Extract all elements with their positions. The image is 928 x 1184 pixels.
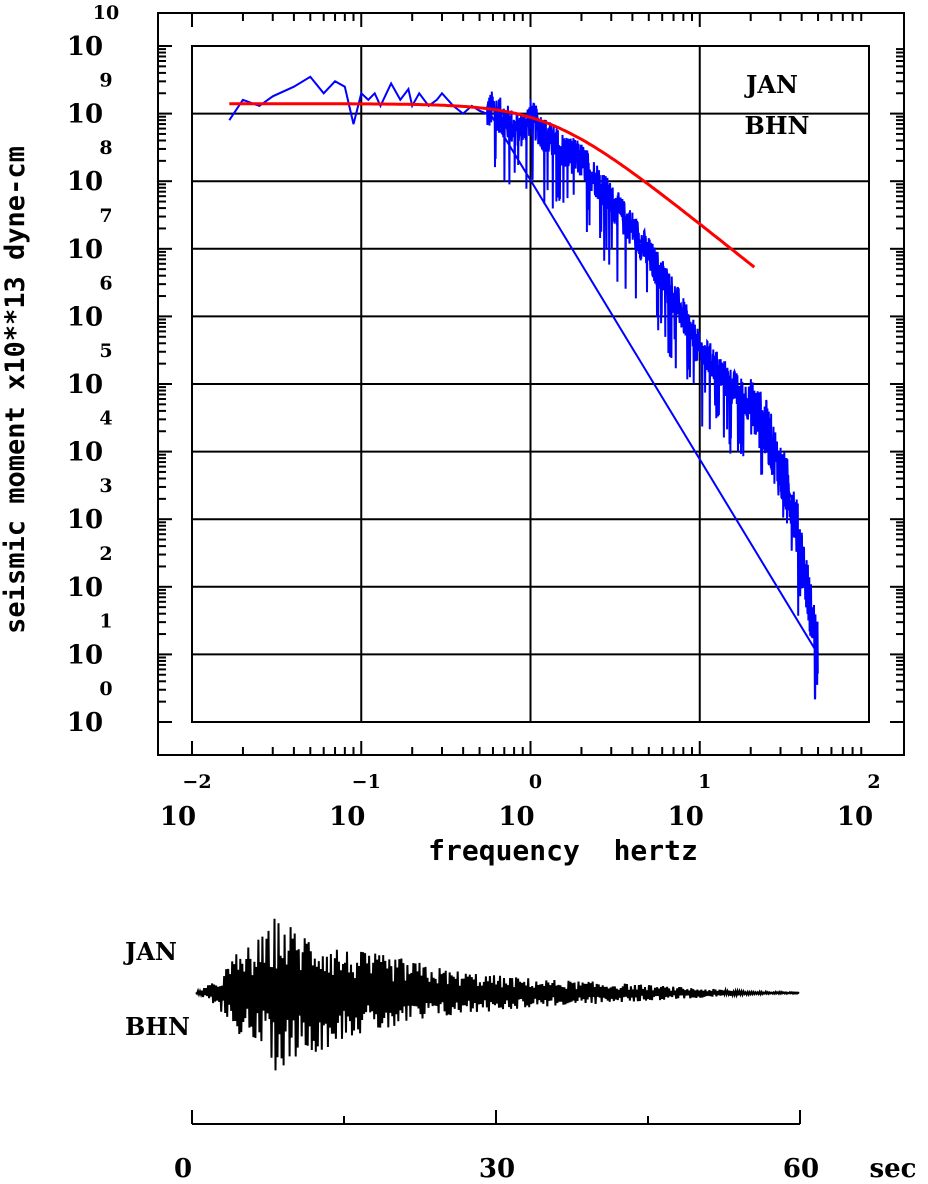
series-observed-spectrum: [228, 75, 820, 700]
x-tick-label-base: 10: [668, 802, 704, 832]
x-tick-label-exponent: 2: [867, 771, 880, 793]
y-tick-label-base: 10: [67, 32, 103, 62]
y-tick-label-base: 10: [67, 640, 103, 670]
grid-lines: [192, 46, 869, 722]
y-tick-label-base: 10: [67, 302, 103, 332]
y-tick-labels: 10 0 10 1 10 2 10 3 10 4 10 5 10 6 10 7 10 8 10 9 10 10: [67, 2, 119, 738]
x-tick-label-base: 10: [329, 802, 365, 832]
seismogram-label-component: BHN: [125, 1012, 190, 1041]
y-tick-label-base: 10: [67, 573, 103, 603]
x-tick-label-base: 10: [498, 802, 534, 832]
y-tick-label-base: 10: [67, 505, 103, 535]
annotation-component: BHN: [745, 111, 810, 140]
minor-ticks: [158, 13, 904, 755]
x-tick-label-exponent: −1: [352, 771, 381, 793]
y-tick-label-exponent: 2: [99, 543, 112, 565]
y-tick-label-exponent: 5: [99, 340, 112, 362]
y-tick-label-exponent: 0: [99, 678, 112, 700]
y-tick-label-base: 10: [67, 100, 103, 130]
y-tick-label-exponent: 4: [99, 408, 112, 430]
y-tick-label-exponent: 9: [99, 70, 112, 92]
y-tick-label-exponent: 6: [99, 272, 112, 294]
y-tick-label-exponent: 1: [99, 610, 112, 632]
y-axis-label: seismic moment x10**13 dyne-cm: [0, 146, 31, 634]
time-axis-ticks: [191, 1110, 801, 1124]
x-tick-label-exponent: 1: [698, 771, 711, 793]
y-tick-label-exponent: 10: [93, 2, 119, 24]
y-tick-label-exponent: 7: [99, 205, 112, 227]
y-tick-label-exponent: 8: [99, 137, 112, 159]
y-tick-label-base: 10: [67, 235, 103, 265]
x-tick-labels: 10 −2 10 −1 10 0 10 1 10 2: [160, 771, 881, 832]
y-tick-label-base: 10: [67, 167, 103, 197]
y-tick-label-base: 10: [67, 370, 103, 400]
seismogram-label-station: JAN: [123, 937, 177, 966]
time-tick-label-0: 0: [174, 1154, 192, 1184]
x-tick-label-base: 10: [837, 802, 873, 832]
time-tick-label-60: 60: [783, 1154, 819, 1184]
y-tick-label-base: 10: [67, 708, 103, 738]
y-tick-label-exponent: 3: [99, 475, 112, 497]
x-tick-label-exponent: 0: [529, 771, 542, 793]
x-axis-label: frequency hertz: [428, 834, 698, 867]
x-tick-label-base: 10: [160, 802, 196, 832]
seismogram-trace: [195, 918, 800, 1071]
time-tick-label-30: 30: [479, 1154, 515, 1184]
time-unit-label: sec: [869, 1154, 916, 1184]
annotation-station: JAN: [744, 70, 798, 99]
y-tick-label-base: 10: [67, 438, 103, 468]
series-model-fit: [229, 102, 756, 269]
x-tick-label-exponent: −2: [182, 771, 211, 793]
